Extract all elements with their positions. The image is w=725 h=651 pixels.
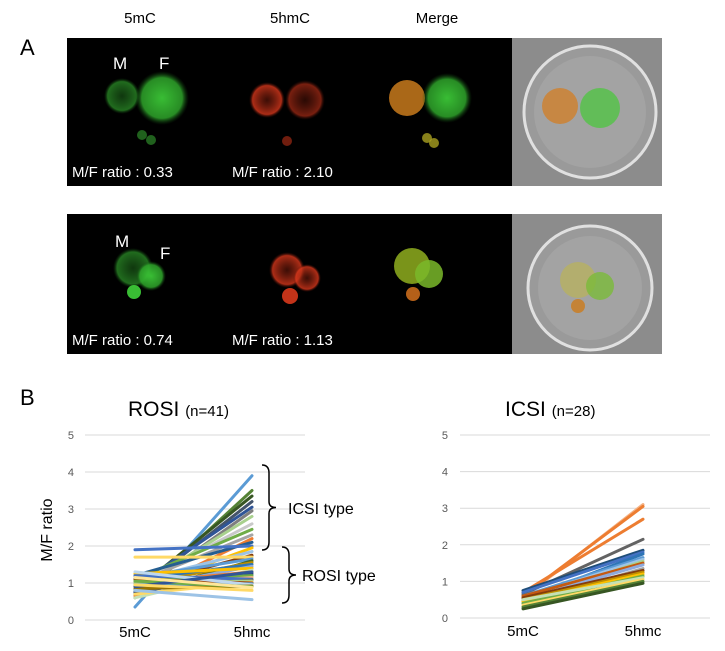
micrograph-row2-5hmc: M/F ratio : 1.13 <box>217 214 367 354</box>
icsi-x-category-label: 5hmc <box>625 623 662 640</box>
rosi-series-line-13 <box>133 544 254 552</box>
brace-rosi-type <box>281 546 297 604</box>
ratio-label-row2-5mc: M/F ratio : 0.74 <box>72 332 173 349</box>
icsi-series-line-11 <box>521 561 645 598</box>
brace-label-icsi-type: ICSI type <box>288 501 354 518</box>
micrograph-row1-merge <box>367 38 512 186</box>
rosi-y-tick-label: 4 <box>68 467 74 479</box>
micrograph-row2-merge-image <box>394 248 443 301</box>
icsi-y-tick-label: 4 <box>442 467 448 479</box>
micrograph-row1-5hmc-image <box>249 80 325 146</box>
label-male-pronucleus: M <box>113 54 128 73</box>
panel-a-letter: A <box>20 35 35 60</box>
label-female-pronucleus: F <box>159 54 170 73</box>
icsi-y-tick-label: 3 <box>442 503 448 515</box>
micrograph-row1-5hmc: M/F ratio : 2.10 <box>217 38 367 186</box>
icsi-y-tick-label: 0 <box>442 613 448 625</box>
micrograph-row1-5mc-image <box>104 71 189 145</box>
icsi-series-line-14 <box>521 568 645 600</box>
brace-label-rosi-type: ROSI type <box>302 568 376 585</box>
ratio-label-row1-5mc: M/F ratio : 0.33 <box>72 164 173 181</box>
brace-icsi-type <box>261 464 277 551</box>
rosi-x-category-label: 5mC <box>119 624 151 641</box>
chart-rosi: 0 1 2 3 4 5 5mC 5hmc M/F ratio ICSI type ROSI type <box>39 430 376 641</box>
micrograph-row2-5mc-image <box>113 248 166 299</box>
rosi-x-category-label: 5hmc <box>234 624 271 641</box>
chart-title-rosi-main: ROSI <box>128 398 180 421</box>
rosi-y-tick-label: 3 <box>68 504 74 516</box>
micrograph-row2-brightfield <box>512 214 662 354</box>
micrograph-row2-merge <box>367 214 512 354</box>
column-header-5mc: 5mC <box>124 10 156 27</box>
y-axis-label: M/F ratio <box>39 498 56 561</box>
chart-title-rosi: ROSI (n=41) <box>128 398 229 422</box>
icsi-series-line-19 <box>521 578 645 607</box>
micrograph-row1-brightfield-image <box>522 44 658 180</box>
column-header-5hmc: 5hmC <box>269 10 310 27</box>
micrograph-row1-merge-image <box>389 73 472 148</box>
icsi-series-line-3 <box>521 517 645 594</box>
rosi-y-tick-label: 0 <box>68 615 74 627</box>
ratio-label-row2-5hmc: M/F ratio : 1.13 <box>232 332 333 349</box>
ratio-label-row1-5hmc: M/F ratio : 2.10 <box>232 164 333 181</box>
icsi-series-line-21 <box>521 581 645 611</box>
icsi-series-line-20 <box>521 579 645 609</box>
chart-subtitle-rosi: (n=41) <box>185 403 229 420</box>
rosi-y-tick-label: 2 <box>68 541 74 553</box>
rosi-y-tick-label: 1 <box>68 578 74 590</box>
chart-icsi: 0 1 2 3 4 5 5mC 5hmc <box>442 430 710 640</box>
label-female-pronucleus: F <box>160 244 171 263</box>
icsi-series-line-6 <box>521 550 645 594</box>
label-male-pronucleus: M <box>115 232 130 251</box>
rosi-series-line-40 <box>133 583 254 592</box>
column-header-merge: Merge <box>415 10 459 27</box>
chart-title-icsi: ICSI (n=28) <box>505 398 595 422</box>
icsi-y-tick-label: 5 <box>442 430 448 442</box>
micrograph-row1-brightfield <box>512 38 662 186</box>
icsi-x-category-label: 5mC <box>507 623 539 640</box>
icsi-y-tick-label: 1 <box>442 576 448 588</box>
micrograph-row1-5mc: M F M/F ratio : 0.33 <box>67 38 217 186</box>
chart-subtitle-icsi: (n=28) <box>551 403 596 420</box>
icsi-series-line-5 <box>521 548 645 593</box>
micrograph-row2-brightfield-image <box>526 224 654 352</box>
micrograph-row2-5mc: M F M/F ratio : 0.74 <box>67 214 217 354</box>
rosi-series-line-41 <box>133 588 254 602</box>
chart-title-icsi-main: ICSI <box>505 398 546 421</box>
icsi-y-tick-label: 2 <box>442 540 448 552</box>
micrograph-row2-5hmc-image <box>269 252 321 304</box>
rosi-series-line-38 <box>133 570 254 589</box>
rosi-series-line-39 <box>133 575 254 589</box>
panel-b-letter: B <box>20 385 35 410</box>
icsi-series-line-18 <box>521 576 645 602</box>
rosi-y-tick-label: 5 <box>68 430 74 442</box>
